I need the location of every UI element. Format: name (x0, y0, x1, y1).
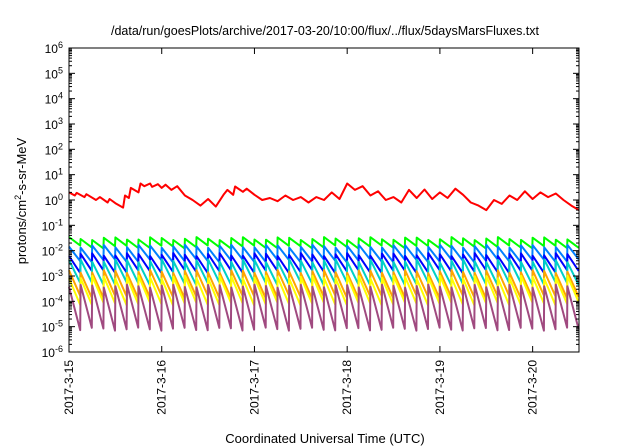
x-tick-label: 2017-3-17 (247, 360, 261, 415)
y-tick-label: 10-3 (42, 268, 63, 284)
chart-title: /data/run/goesPlots/archive/2017-03-20/1… (111, 24, 540, 38)
y-tick-label: 105 (45, 65, 63, 81)
y-tick-exp: -5 (55, 319, 63, 329)
y-tick-base: 10 (42, 270, 56, 284)
x-tick-label: 2017-3-18 (340, 360, 354, 415)
y-tick-label: 100 (45, 192, 63, 208)
x-tick-label: 2017-3-19 (433, 360, 447, 415)
x-axis: 2017-3-15 2017-3-16 2017-3-17 2017-3-18 2017… (62, 48, 540, 415)
series-layer (68, 182, 580, 332)
y-axis-label-prefix: protons/cm (14, 200, 29, 264)
y-tick-label: 10-1 (42, 217, 63, 233)
y-tick-base: 10 (45, 194, 59, 208)
y-tick-label: 106 (45, 40, 63, 56)
y-tick-exp: 4 (58, 91, 63, 101)
y-tick-base: 10 (45, 169, 59, 183)
y-axis-label-sup: 2 (13, 195, 23, 200)
y-tick-base: 10 (42, 295, 56, 309)
y-tick-base: 10 (45, 93, 59, 107)
series-line (68, 236, 580, 250)
x-axis-label: Coordinated Universal Time (UTC) (225, 431, 424, 446)
series-line (68, 182, 580, 212)
y-tick-exp: 2 (58, 141, 63, 151)
y-tick-base: 10 (42, 346, 56, 360)
y-tick-base: 10 (42, 245, 56, 259)
y-tick-exp: -6 (55, 344, 63, 354)
y-tick-exp: 0 (58, 192, 63, 202)
y-tick-exp: -1 (55, 217, 63, 227)
y-tick-exp: -2 (55, 243, 63, 253)
y-tick-label: 102 (45, 141, 63, 157)
y-tick-exp: 6 (58, 40, 63, 50)
y-tick-exp: 1 (58, 167, 63, 177)
y-tick-label: 10-6 (42, 344, 63, 360)
y-axis-label-suffix: -s-sr-MeV (14, 137, 29, 194)
x-tick-label: 2017-3-15 (62, 360, 76, 415)
y-tick-label: 101 (45, 167, 63, 183)
y-tick-exp: 3 (58, 116, 63, 126)
y-tick-base: 10 (42, 321, 56, 335)
y-tick-base: 10 (42, 219, 56, 233)
y-tick-label: 10-2 (42, 243, 63, 259)
x-tick-label: 2017-3-16 (155, 360, 169, 415)
y-tick-exp: 5 (58, 65, 63, 75)
series-line (68, 283, 580, 332)
y-tick-base: 10 (45, 118, 59, 132)
y-axis: 10-610-510-410-310-210-11001011021031041… (42, 40, 579, 360)
y-axis-label: protons/cm2-s-sr-MeV (13, 137, 29, 264)
series-line (68, 243, 580, 264)
y-tick-label: 104 (45, 91, 63, 107)
y-tick-base: 10 (45, 42, 59, 56)
y-tick-label: 10-4 (42, 293, 63, 309)
y-tick-label: 10-5 (42, 319, 63, 335)
y-tick-base: 10 (45, 143, 59, 157)
y-tick-base: 10 (45, 67, 59, 81)
y-tick-exp: -3 (55, 268, 63, 278)
y-tick-exp: -4 (55, 293, 63, 303)
y-tick-label: 103 (45, 116, 63, 132)
x-tick-label: 2017-3-20 (526, 360, 540, 415)
